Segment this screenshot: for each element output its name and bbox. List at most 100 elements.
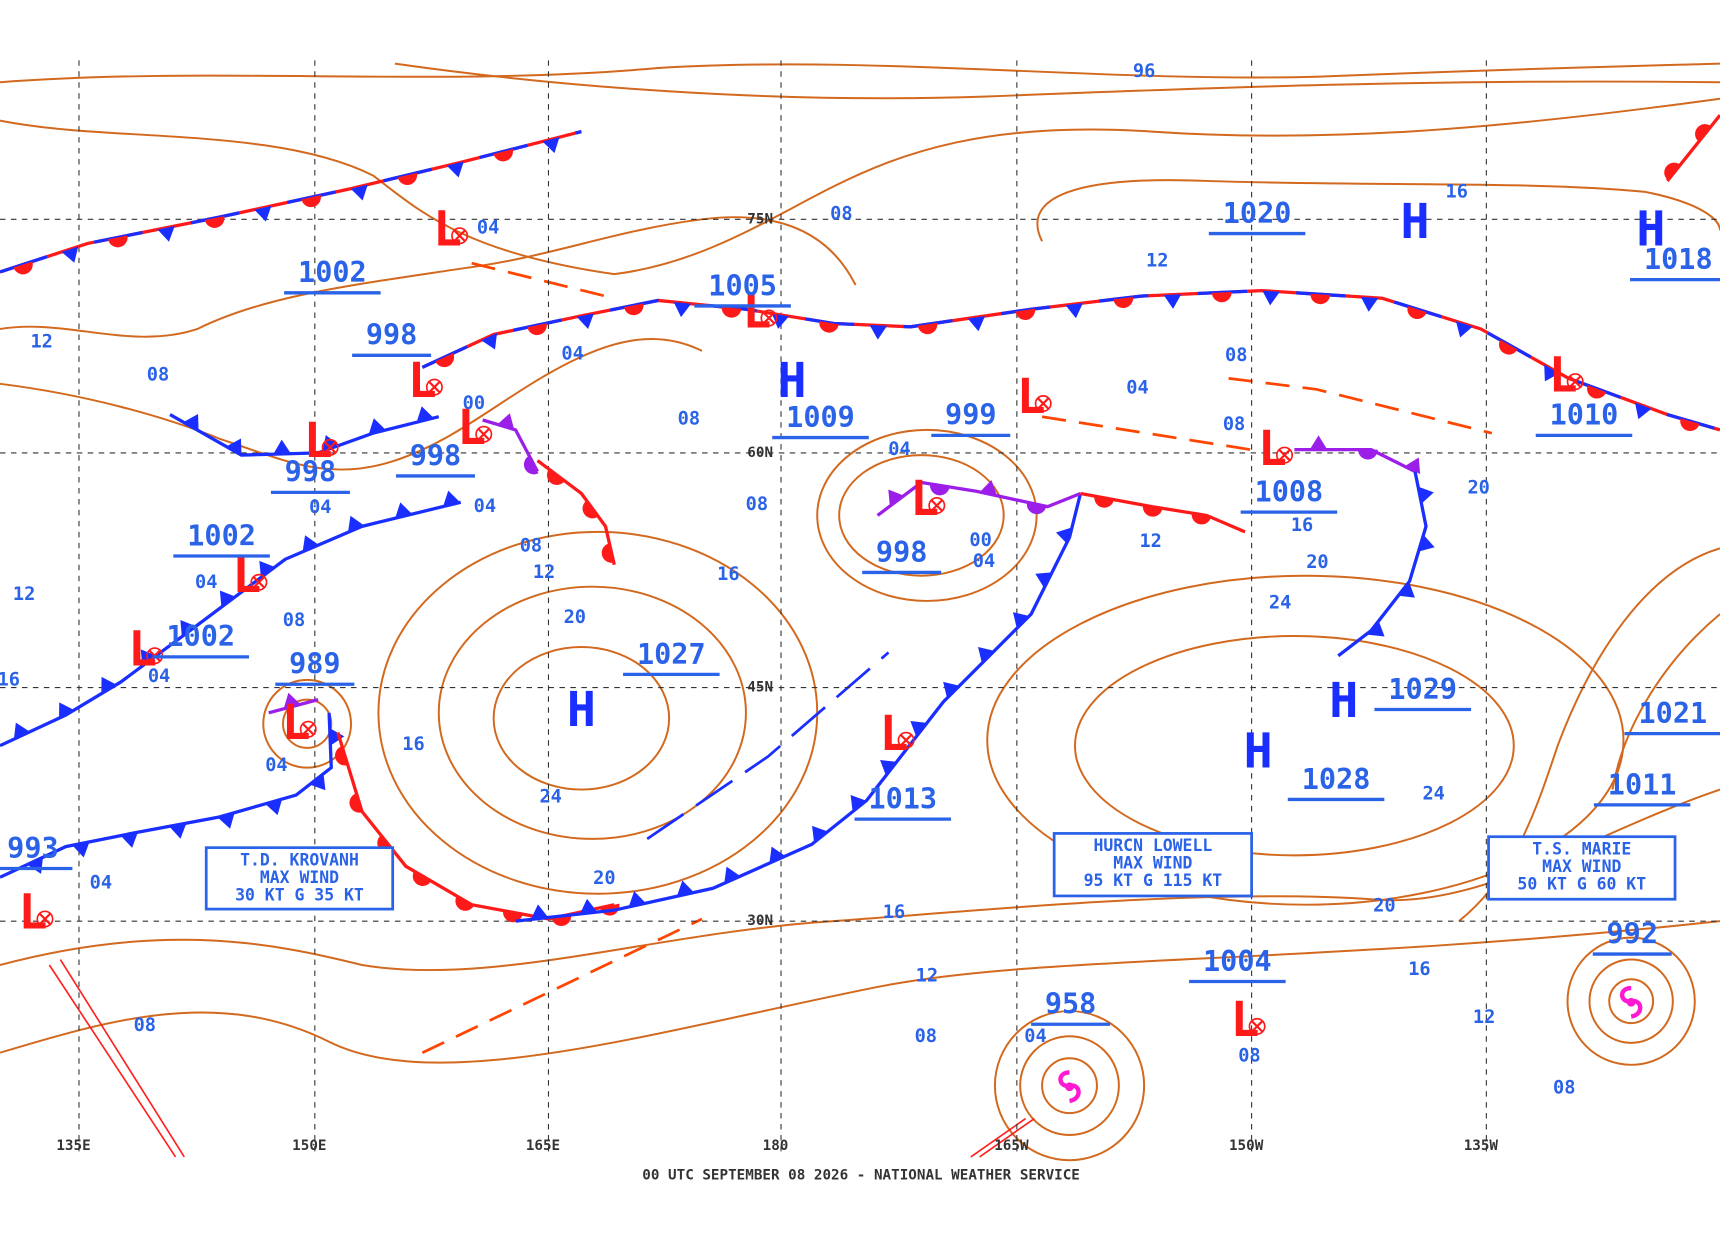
center-marker (897, 731, 915, 749)
front-triangle (880, 759, 897, 776)
isobar (437, 585, 747, 840)
front-triangle (446, 161, 464, 178)
front-triangle (416, 406, 434, 423)
front-triangle (259, 560, 275, 578)
front-triangle (1056, 527, 1072, 545)
isobar-label: 00 (969, 530, 991, 551)
storm-info: 30 KT G 35 KT (235, 885, 364, 904)
itcz (48, 959, 1035, 1158)
isobar-label: 08 (830, 203, 852, 224)
central-pressure: 1029 (1388, 673, 1457, 706)
isobar-label: 04 (148, 666, 170, 687)
central-pressure: 992 (1606, 917, 1657, 950)
front-semicircle (108, 235, 128, 248)
pressure-center: L (910, 471, 939, 527)
central-pressure: 1008 (1255, 475, 1324, 508)
isobar-label: 08 (134, 1015, 156, 1036)
front-semicircle (204, 216, 225, 228)
front-semicircle (335, 746, 348, 766)
front-triangle (140, 649, 157, 667)
longitude-label: 135E (56, 1138, 90, 1154)
front-triangle (347, 515, 365, 533)
front-semicircle (13, 261, 33, 275)
central-pressure: 1021 (1639, 697, 1708, 730)
isobar-label: 12 (533, 562, 555, 583)
isobar (1611, 613, 1720, 790)
storm-info: HURCN LOWELL (1093, 836, 1212, 855)
longitude-label: 150E (292, 1138, 326, 1154)
isobar-label: 08 (1238, 1046, 1260, 1067)
front-triangle (180, 619, 196, 637)
pressure-center: H (1401, 194, 1430, 250)
front-semicircle (1310, 293, 1331, 305)
isobar-label: 08 (1225, 345, 1247, 366)
storm-info: T.S. MARIE (1532, 839, 1631, 858)
front-semicircle (1113, 297, 1134, 309)
central-pressure: 989 (289, 648, 340, 681)
isobar-label: 16 (717, 564, 739, 585)
front-triangle (481, 332, 498, 350)
central-pressure: 998 (876, 536, 927, 569)
cold-front (1337, 471, 1428, 658)
center-marker (1248, 1017, 1266, 1035)
isobar-label: 08 (1223, 414, 1245, 435)
front-triangle (1035, 572, 1053, 589)
isobar-label: 24 (539, 787, 561, 808)
front-triangle (1309, 435, 1328, 450)
central-pressure: 1027 (637, 638, 706, 671)
front-semicircle (1498, 339, 1518, 355)
center-marker (323, 441, 337, 454)
central-pressure: 1004 (1203, 945, 1272, 978)
front-triangle (1398, 581, 1415, 598)
isobar (1036, 179, 1720, 242)
latitude-label: 30N (747, 913, 773, 929)
front-triangle (395, 502, 413, 519)
center-marker (1034, 395, 1052, 413)
storm-info: 95 KT G 115 KT (1084, 871, 1223, 890)
front-triangle (157, 226, 175, 242)
isobar (0, 338, 703, 471)
isobar-label: 08 (678, 408, 700, 429)
isobar (1019, 1035, 1120, 1136)
front-triangle (283, 692, 301, 709)
pressure-center: L (433, 201, 462, 257)
isobar-label: 08 (520, 536, 542, 557)
stationary-front (0, 129, 582, 274)
front-triangle (1404, 457, 1421, 475)
longitude-label: 150W (1229, 1138, 1264, 1154)
central-pressure: 1005 (708, 269, 777, 302)
longitude-label: 165E (526, 1138, 560, 1154)
front-semicircle (601, 543, 614, 563)
isobar-label: 04 (265, 755, 287, 776)
central-pressure: 993 (7, 832, 58, 865)
pressure-center: H (1244, 723, 1273, 779)
storm-info: 50 KT G 60 KT (1517, 874, 1646, 893)
isobar-label: 04 (561, 344, 583, 365)
front-semicircle (1026, 502, 1047, 515)
front-triangle (530, 904, 549, 920)
front-semicircle (455, 895, 474, 911)
center-marker (762, 311, 776, 325)
front-triangle (888, 489, 904, 507)
isobar (492, 646, 671, 791)
central-pressure: 1020 (1223, 197, 1292, 230)
fronts (0, 114, 1720, 927)
front-triangle (217, 812, 235, 829)
isobar-label: 12 (1139, 531, 1161, 552)
front-triangle (350, 184, 368, 201)
isobar-label: 04 (888, 439, 910, 460)
isobar-label: 16 (0, 669, 20, 690)
isobar-label: 04 (195, 572, 217, 593)
central-pressure: 1028 (1302, 763, 1371, 796)
isobars (0, 62, 1720, 1162)
front-triangle (1065, 303, 1083, 319)
center-marker (899, 733, 913, 747)
center-marker (425, 378, 443, 396)
center-marker (321, 438, 339, 456)
front-triangle (443, 490, 461, 507)
front-triangle (850, 795, 867, 812)
central-pressure: 958 (1045, 988, 1096, 1021)
front-triangle (676, 880, 695, 897)
isobar-label: 08 (915, 1026, 937, 1047)
central-pressure: 1009 (786, 401, 855, 434)
